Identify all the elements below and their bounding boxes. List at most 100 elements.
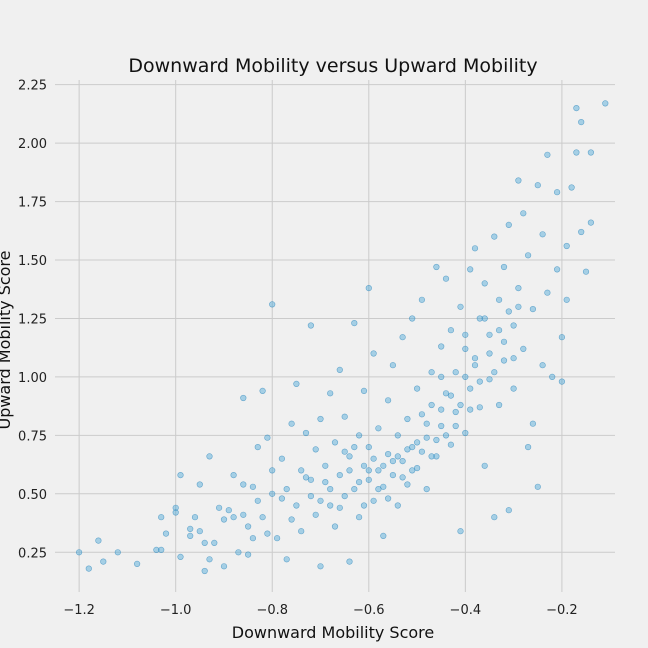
scatter-point: [524, 444, 532, 451]
scatter-point: [553, 266, 561, 273]
scatter-point: [496, 327, 503, 334]
scatter-point: [423, 434, 430, 441]
scatter-point: [486, 331, 493, 338]
scatter-point: [462, 429, 469, 437]
scatter-point: [418, 296, 426, 303]
scatter-point: [428, 453, 435, 460]
scatter-point: [302, 474, 310, 481]
scatter-point: [414, 385, 421, 392]
scatter-point: [471, 245, 479, 252]
y-axis-label: Upward Mobility Score: [0, 250, 14, 429]
scatter-point: [549, 373, 556, 381]
scatter-point: [462, 373, 469, 381]
scatter-point: [307, 493, 315, 500]
scatter-point: [274, 535, 281, 542]
scatter-point: [442, 390, 450, 397]
x-tick-label: −0.6: [353, 603, 385, 618]
scatter-point: [496, 296, 503, 303]
scatter-point: [539, 362, 546, 369]
scatter-point: [558, 334, 566, 341]
scatter-point: [510, 322, 517, 329]
y-tick-label: 2.25: [18, 79, 47, 94]
scatter-point: [230, 472, 237, 479]
scatter-point: [269, 467, 276, 474]
scatter-point: [380, 483, 387, 490]
scatter-point: [327, 502, 334, 509]
scatter-point: [529, 306, 537, 313]
scatter-point: [578, 118, 585, 126]
scatter-point: [365, 444, 372, 451]
y-tick-label: 0.25: [18, 546, 47, 561]
scatter-point: [520, 210, 527, 217]
scatter-point: [515, 303, 522, 310]
scatter-point: [418, 411, 426, 418]
scatter-point: [587, 149, 595, 156]
scatter-point: [254, 497, 261, 504]
scatter-point: [187, 525, 194, 533]
scatter-point: [264, 434, 271, 441]
scatter-point: [505, 221, 512, 228]
scatter-point: [312, 511, 319, 518]
scatter-point: [298, 467, 305, 474]
scatter-point: [385, 495, 392, 502]
scatter-point: [249, 535, 256, 542]
scatter-point: [283, 486, 290, 493]
x-tick-label: −0.8: [256, 603, 288, 618]
scatter-point: [341, 448, 348, 455]
scatter-point: [404, 481, 411, 488]
scatter-point: [269, 490, 276, 497]
scatter-point: [375, 425, 382, 432]
scatter-point: [414, 465, 421, 472]
scatter-point: [587, 219, 595, 226]
scatter-point: [336, 504, 343, 511]
scatter-point: [486, 376, 493, 383]
scatter-point: [399, 458, 406, 465]
scatter-point: [370, 455, 377, 462]
scatter-point: [307, 476, 315, 483]
scatter-point: [288, 516, 295, 523]
scatter-point: [500, 263, 508, 271]
scatter-point: [317, 415, 324, 423]
scatter-point: [220, 563, 228, 570]
scatter-point: [452, 369, 459, 376]
scatter-point: [471, 362, 479, 369]
scatter-point: [568, 184, 575, 191]
scatter-point: [428, 369, 435, 376]
scatter-point: [278, 455, 286, 462]
scatter-point: [447, 392, 455, 399]
scatter-point: [500, 357, 508, 364]
scatter-point: [404, 446, 411, 453]
x-tick-label: −1.2: [63, 603, 95, 618]
scatter-point: [578, 228, 585, 236]
scatter-point: [602, 100, 609, 107]
scatter-point: [447, 441, 455, 448]
scatter-point: [394, 453, 401, 460]
scatter-point: [544, 289, 551, 296]
scatter-point: [327, 390, 334, 397]
scatter-point: [177, 553, 184, 561]
scatter-point: [389, 472, 397, 479]
scatter-point: [462, 345, 469, 353]
scatter-point: [336, 472, 343, 479]
scatter-point: [264, 530, 271, 537]
scatter-point: [500, 338, 508, 345]
scatter-point: [452, 422, 459, 430]
scatter-point: [356, 514, 363, 521]
scatter-point: [288, 420, 295, 427]
scatter-point: [370, 350, 377, 357]
scatter-point: [467, 385, 474, 392]
scatter-point: [399, 334, 406, 341]
scatter-point: [177, 472, 184, 479]
scatter-point: [505, 507, 512, 514]
x-tick-label: −1.0: [160, 603, 192, 618]
scatter-point: [331, 523, 339, 530]
y-tick-label: 1.25: [18, 312, 47, 327]
y-tick-label: 2.00: [18, 137, 47, 152]
scatter-point: [211, 539, 218, 547]
scatter-point: [206, 453, 213, 460]
scatter-point: [404, 415, 411, 423]
scatter-point: [365, 476, 372, 483]
scatter-point: [457, 303, 464, 310]
scatter-point: [269, 301, 276, 308]
scatter-point: [433, 263, 440, 271]
